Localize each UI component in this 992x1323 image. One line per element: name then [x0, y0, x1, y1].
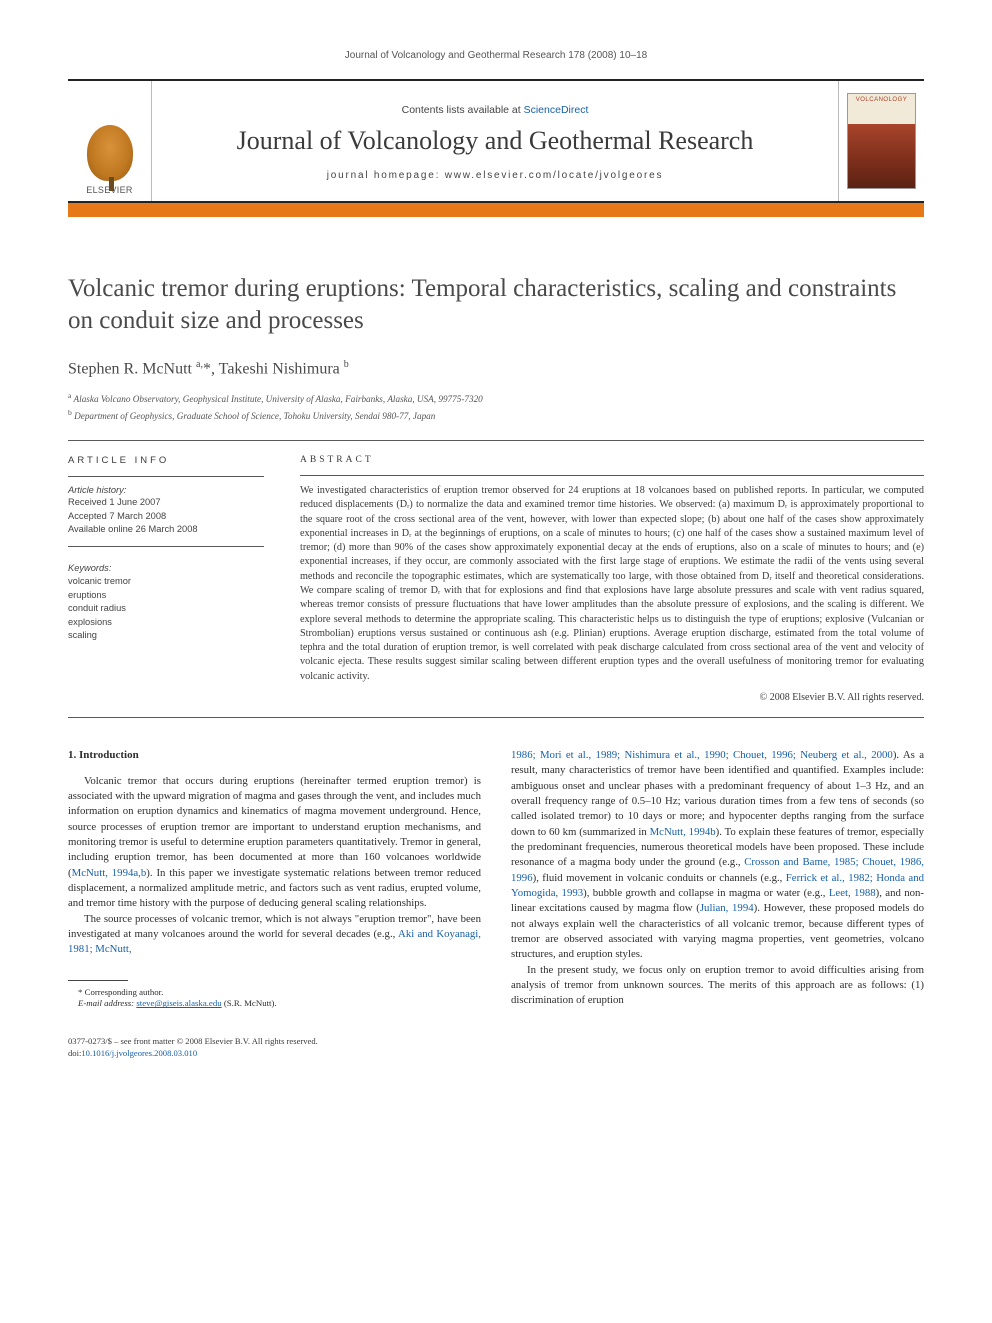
divider	[68, 717, 924, 718]
contents-prefix: Contents lists available at	[402, 104, 524, 116]
journal-masthead: ELSEVIER Contents lists available at Sci…	[68, 79, 924, 203]
history-line: Received 1 June 2007	[68, 496, 264, 509]
body-paragraph: 1986; Mori et al., 1989; Nishimura et al…	[511, 748, 924, 963]
page-footer: 0377-0273/$ – see front matter © 2008 El…	[68, 1036, 481, 1059]
keywords-list: volcanic tremoreruptionsconduit radiusex…	[68, 575, 264, 642]
body-paragraph: The source processes of volcanic tremor,…	[68, 912, 481, 958]
elsevier-tree-icon	[87, 125, 133, 181]
history-line: Available online 26 March 2008	[68, 523, 264, 536]
author-email-link[interactable]: steve@giseis.alaska.edu	[136, 998, 221, 1008]
divider	[300, 475, 924, 476]
keyword: scaling	[68, 629, 264, 642]
body-paragraph: Volcanic tremor that occurs during erupt…	[68, 774, 481, 912]
corresponding-author-footnote: * Corresponding author. E-mail address: …	[68, 987, 481, 1011]
divider	[68, 546, 264, 547]
keywords-label: Keywords:	[68, 563, 264, 573]
affiliation-line: a Alaska Volcano Observatory, Geophysica…	[68, 390, 924, 407]
citation-link[interactable]: Julian, 1994	[700, 902, 754, 914]
sciencedirect-link[interactable]: ScienceDirect	[524, 104, 589, 116]
keyword: explosions	[68, 616, 264, 629]
article-title: Volcanic tremor during eruptions: Tempor…	[68, 273, 924, 337]
history-lines: Received 1 June 2007Accepted 7 March 200…	[68, 496, 264, 536]
section-heading: 1. Introduction	[68, 748, 481, 764]
email-line: E-mail address: steve@giseis.alaska.edu …	[68, 998, 481, 1010]
affiliations: a Alaska Volcano Observatory, Geophysica…	[68, 390, 924, 424]
homepage-url: www.elsevier.com/locate/jvolgeores	[445, 170, 664, 181]
front-matter-line: 0377-0273/$ – see front matter © 2008 El…	[68, 1036, 481, 1048]
author-list: Stephen R. McNutt a,*, Takeshi Nishimura…	[68, 359, 924, 378]
body-col-left: 1. Introduction Volcanic tremor that occ…	[68, 748, 481, 1059]
citation-link[interactable]: McNutt, 1994b	[650, 826, 716, 838]
body-two-columns: 1. Introduction Volcanic tremor that occ…	[68, 748, 924, 1059]
citation-link[interactable]: McNutt, 1994a,b	[72, 867, 147, 879]
cover-image: VOLCANOLOGY	[847, 93, 916, 189]
running-header: Journal of Volcanology and Geothermal Re…	[68, 50, 924, 61]
divider	[68, 476, 264, 477]
abstract-col: ABSTRACT We investigated characteristics…	[300, 455, 924, 703]
corr-author-line: * Corresponding author.	[68, 987, 481, 999]
article-info-col: ARTICLE INFO Article history: Received 1…	[68, 455, 264, 703]
citation-link[interactable]: 1986; Mori et al., 1989; Nishimura et al…	[511, 749, 893, 761]
affiliation-line: b Department of Geophysics, Graduate Sch…	[68, 407, 924, 424]
article-info-heading: ARTICLE INFO	[68, 455, 264, 466]
divider	[68, 440, 924, 441]
contents-lists-line: Contents lists available at ScienceDirec…	[160, 104, 830, 116]
abstract-text: We investigated characteristics of erupt…	[300, 484, 924, 684]
history-line: Accepted 7 March 2008	[68, 510, 264, 523]
abstract-heading: ABSTRACT	[300, 455, 924, 465]
accent-bar	[68, 203, 924, 217]
cover-image-label: VOLCANOLOGY	[848, 97, 915, 103]
body-col-right: 1986; Mori et al., 1989; Nishimura et al…	[511, 748, 924, 1059]
keyword: conduit radius	[68, 602, 264, 615]
keyword: eruptions	[68, 589, 264, 602]
publisher-logo: ELSEVIER	[68, 81, 152, 201]
citation-link[interactable]: Leet, 1988	[829, 887, 876, 899]
homepage-prefix: journal homepage:	[327, 170, 445, 181]
footnote-separator	[68, 980, 128, 981]
history-label: Article history:	[68, 485, 264, 495]
keyword: volcanic tremor	[68, 575, 264, 588]
journal-homepage-line: journal homepage: www.elsevier.com/locat…	[160, 170, 830, 181]
doi-link[interactable]: 10.1016/j.jvolgeores.2008.03.010	[81, 1048, 197, 1058]
doi-line: doi:10.1016/j.jvolgeores.2008.03.010	[68, 1048, 481, 1060]
journal-title: Journal of Volcanology and Geothermal Re…	[160, 126, 830, 156]
body-paragraph: In the present study, we focus only on e…	[511, 963, 924, 1009]
abstract-copyright: © 2008 Elsevier B.V. All rights reserved…	[300, 692, 924, 703]
journal-cover-thumb: VOLCANOLOGY	[838, 81, 924, 201]
